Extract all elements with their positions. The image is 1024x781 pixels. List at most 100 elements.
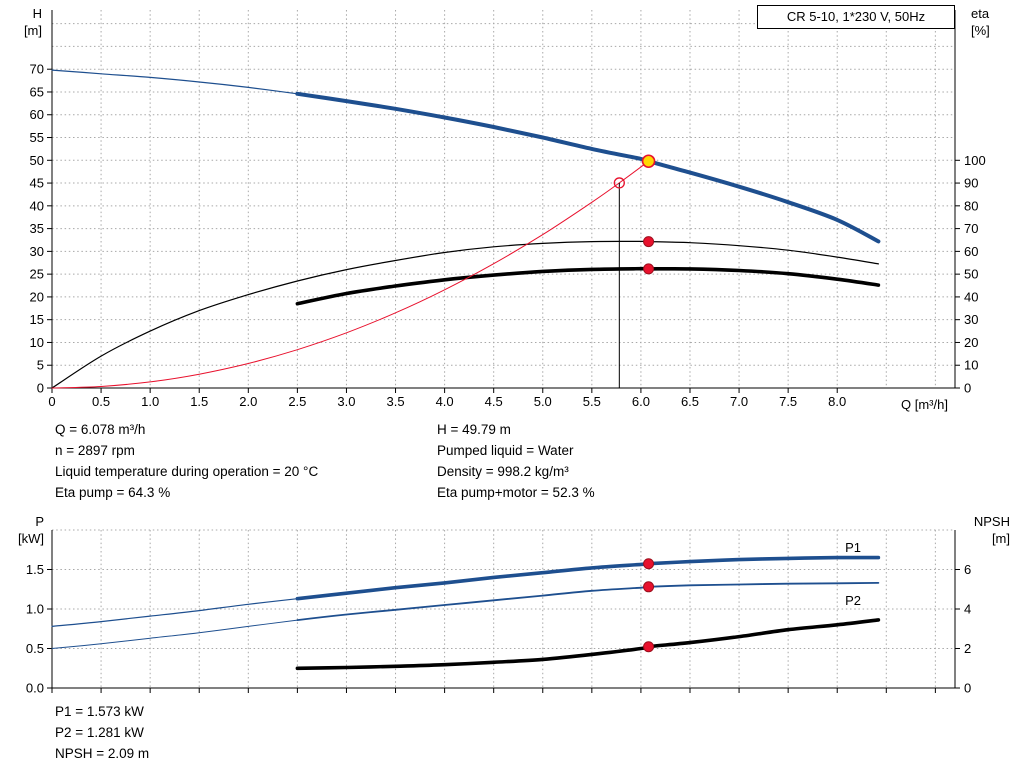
eta-pump-text: Eta pump = 64.3 % bbox=[55, 485, 171, 500]
h-axis-symbol: H bbox=[32, 6, 42, 21]
eta-pump-motor-marker bbox=[643, 263, 655, 275]
x-axis-tick-label: 4.0 bbox=[436, 394, 454, 409]
left-axis-tick-label: 30 bbox=[30, 244, 44, 259]
x-axis-tick-label: 5.5 bbox=[583, 394, 601, 409]
eta-pump-marker bbox=[643, 236, 655, 248]
bottom-chart: 0.0 0.5 1.0 1.5 0 2 4 6 P1 P2 bbox=[26, 529, 971, 696]
p2-curve bbox=[296, 582, 880, 621]
right-axis-tick-label: 2 bbox=[964, 641, 971, 656]
right-axis-tick-label: 0 bbox=[964, 681, 971, 696]
p2-curve bbox=[51, 619, 298, 649]
h-axis-corner-label: H [m] bbox=[6, 5, 42, 39]
head-curve bbox=[295, 91, 881, 244]
p-axis-unit: [kW] bbox=[18, 531, 44, 546]
left-axis-tick-label: 5 bbox=[37, 358, 44, 373]
requested-duty-marker bbox=[613, 177, 625, 189]
x-axis-tick-label: 8.0 bbox=[828, 394, 846, 409]
head-value-text: H = 49.79 m bbox=[437, 422, 511, 437]
x-axis-tick-label: 7.0 bbox=[730, 394, 748, 409]
x-axis-tick-label: 1.0 bbox=[141, 394, 159, 409]
system-curve bbox=[51, 160, 650, 389]
operating-data-right: H = 49.79 m Pumped liquid = Water Densit… bbox=[437, 419, 595, 503]
operating-data-left: Q = 6.078 m³/h n = 2897 rpm Liquid tempe… bbox=[55, 419, 318, 503]
right-axis-tick-label: 20 bbox=[964, 335, 978, 350]
speed-value-text: n = 2897 rpm bbox=[55, 443, 135, 458]
x-axis-tick-label: 2.5 bbox=[288, 394, 306, 409]
p-axis-symbol: P bbox=[35, 514, 44, 529]
right-axis-tick-label: 60 bbox=[964, 244, 978, 259]
q-axis-label: Q [m³/h] bbox=[901, 397, 948, 412]
eta-pump-curve bbox=[51, 240, 879, 389]
left-axis-tick-label: 60 bbox=[30, 107, 44, 122]
left-axis-tick-label: 1.5 bbox=[26, 562, 44, 577]
liquid-temp-text: Liquid temperature during operation = 20… bbox=[55, 464, 319, 479]
left-axis-tick-label: 35 bbox=[30, 221, 44, 236]
x-axis-tick-label: 7.5 bbox=[779, 394, 797, 409]
left-axis-tick-label: 45 bbox=[30, 176, 44, 191]
npsh-marker bbox=[643, 641, 655, 653]
right-axis-tick-label: 80 bbox=[964, 198, 978, 213]
right-axis-tick-label: 10 bbox=[964, 358, 978, 373]
duty-point-marker bbox=[641, 154, 656, 169]
left-axis-tick-label: 1.0 bbox=[26, 602, 44, 617]
eta-axis-corner-label: eta [%] bbox=[971, 5, 1017, 39]
p2-value-text: P2 = 1.281 kW bbox=[55, 725, 144, 740]
npsh-curve bbox=[295, 618, 881, 671]
p1-curve bbox=[295, 555, 881, 601]
left-axis-tick-label: 50 bbox=[30, 153, 44, 168]
right-axis-tick-label: 40 bbox=[964, 289, 978, 304]
x-axis-tick-label: 0.5 bbox=[92, 394, 110, 409]
x-axis-tick-label: 2.0 bbox=[239, 394, 257, 409]
pumped-liquid-text: Pumped liquid = Water bbox=[437, 443, 574, 458]
left-axis-tick-label: 0 bbox=[37, 381, 44, 396]
x-axis-tick-label: 1.5 bbox=[190, 394, 208, 409]
x-axis-tick-label: 5.0 bbox=[534, 394, 552, 409]
right-axis-tick-label: 50 bbox=[964, 267, 978, 282]
p2-marker bbox=[643, 581, 655, 593]
flow-value-text: Q = 6.078 m³/h bbox=[55, 422, 146, 437]
left-axis-tick-label: 0.0 bbox=[26, 681, 44, 696]
p1-marker bbox=[643, 558, 655, 570]
x-axis-tick-label: 6.0 bbox=[632, 394, 650, 409]
right-axis-tick-label: 100 bbox=[964, 153, 986, 168]
left-axis-tick-label: 15 bbox=[30, 312, 44, 327]
head-curve bbox=[51, 69, 298, 95]
p-axis-corner-label: P [kW] bbox=[6, 513, 44, 547]
right-axis-tick-label: 6 bbox=[964, 562, 971, 577]
top-chart: 0 5 10 15 20 25 30 35 40 45 50 55 60 65 70 0 10 20 30 40 50 6… bbox=[30, 10, 986, 409]
density-text: Density = 998.2 kg/m³ bbox=[437, 464, 569, 479]
right-axis-tick-label: 70 bbox=[964, 221, 978, 236]
x-axis-tick-label: 4.5 bbox=[485, 394, 503, 409]
eta-pump-motor-text: Eta pump+motor = 52.3 % bbox=[437, 485, 595, 500]
left-axis-tick-label: 25 bbox=[30, 267, 44, 282]
x-axis-tick-label: 0 bbox=[48, 394, 55, 409]
right-axis-tick-label: 4 bbox=[964, 602, 971, 617]
npsh-value-text: NPSH = 2.09 m bbox=[55, 746, 150, 761]
x-axis-tick-label: 3.5 bbox=[386, 394, 404, 409]
p2-curve-label: P2 bbox=[845, 593, 861, 608]
eta-axis-unit: [%] bbox=[971, 23, 990, 38]
p1-curve bbox=[51, 598, 298, 627]
eta-axis-symbol: eta bbox=[971, 6, 990, 21]
npsh-axis-unit: [m] bbox=[991, 531, 1010, 546]
left-axis-tick-label: 10 bbox=[30, 335, 44, 350]
right-axis-tick-label: 90 bbox=[964, 176, 978, 191]
npsh-axis-symbol: NPSH bbox=[973, 514, 1010, 529]
left-axis-tick-label: 0.5 bbox=[26, 641, 44, 656]
power-npsh-data: P1 = 1.573 kW P2 = 1.281 kW NPSH = 2.09 … bbox=[55, 701, 149, 764]
h-axis-unit: [m] bbox=[23, 23, 42, 38]
npsh-axis-corner-label: NPSH [m] bbox=[950, 513, 1010, 547]
left-axis-tick-label: 65 bbox=[30, 84, 44, 99]
right-axis-tick-label: 0 bbox=[964, 381, 971, 396]
pump-title-box: CR 5-10, 1*230 V, 50Hz bbox=[757, 5, 955, 29]
left-axis-tick-label: 20 bbox=[30, 289, 44, 304]
x-axis-tick-label: 6.5 bbox=[681, 394, 699, 409]
left-axis-tick-label: 70 bbox=[30, 62, 44, 77]
right-axis-tick-label: 30 bbox=[964, 312, 978, 327]
x-axis-tick-label: 3.0 bbox=[337, 394, 355, 409]
p1-value-text: P1 = 1.573 kW bbox=[55, 704, 144, 719]
left-axis-tick-label: 40 bbox=[30, 198, 44, 213]
p1-curve-label: P1 bbox=[845, 540, 861, 555]
